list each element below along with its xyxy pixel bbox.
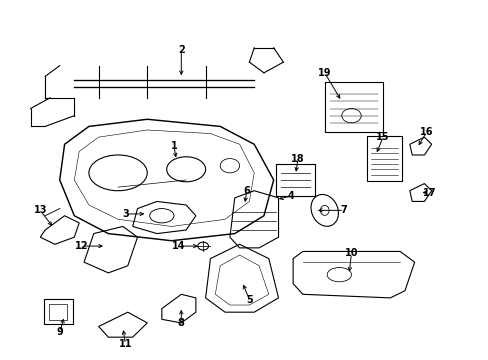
Text: 12: 12 — [75, 241, 88, 251]
Text: 8: 8 — [178, 318, 184, 328]
Text: 17: 17 — [422, 188, 435, 198]
Text: 11: 11 — [119, 339, 132, 349]
Text: 16: 16 — [419, 127, 433, 137]
Text: 6: 6 — [243, 186, 250, 196]
Text: 9: 9 — [56, 327, 63, 337]
Text: 2: 2 — [178, 45, 184, 55]
Text: 15: 15 — [376, 132, 389, 142]
Text: 4: 4 — [287, 191, 293, 201]
Text: 1: 1 — [170, 141, 177, 151]
Text: 5: 5 — [245, 295, 252, 305]
Text: 3: 3 — [122, 209, 128, 219]
Text: 19: 19 — [317, 68, 331, 78]
Text: 13: 13 — [34, 205, 47, 215]
Text: 10: 10 — [344, 248, 358, 258]
Text: 18: 18 — [290, 154, 304, 163]
Text: 7: 7 — [340, 205, 347, 215]
Text: 14: 14 — [172, 241, 185, 251]
